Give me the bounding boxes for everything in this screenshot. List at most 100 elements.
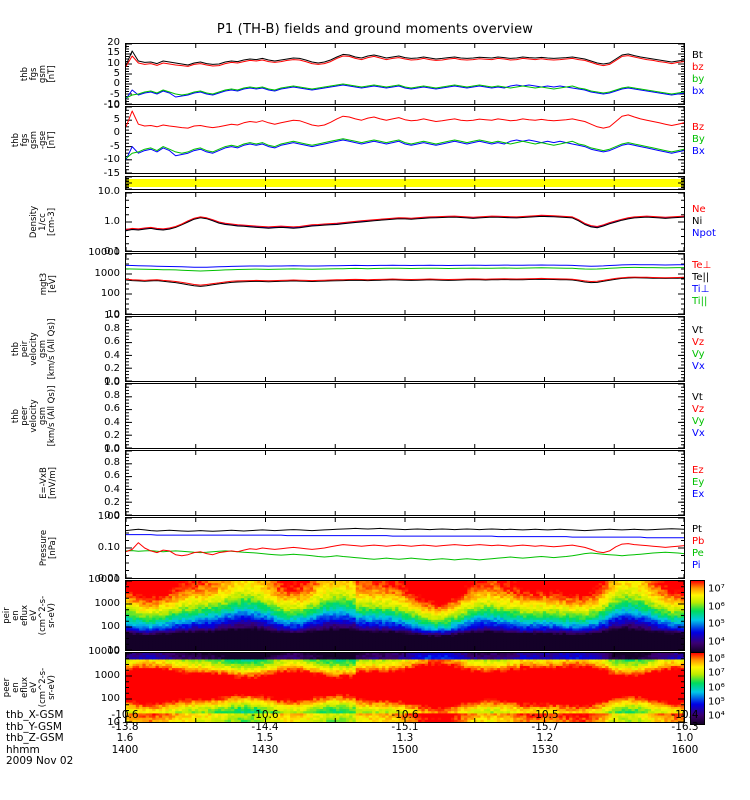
legend-item[interactable]: Ti|| [692,296,708,307]
page-title: P1 (TH-B) fields and ground moments over… [216,22,534,37]
legend-item[interactable]: Vt [692,392,703,403]
xaxis-value-x-gsm: -10.6 [391,709,419,721]
ytick-label: 0.6 [104,403,120,415]
ytick-label: 0.4 [104,416,120,428]
legend-item[interactable]: Vx [692,428,705,439]
xaxis-value-y-gsm: -15.7 [531,720,559,733]
ytick-label: 10.0 [97,186,120,197]
ytick-label: 0.6 [104,336,120,348]
xaxis-value-z-gsm: 1.3 [396,732,414,744]
xaxis-row-labels: thb_X-GSM thb_Y-GSM thb_Z-GSM hhmm 2009 Nov … [6,709,73,768]
panel-state-bar[interactable] [125,176,685,190]
ytick-label: 0.10 [97,542,120,553]
colorbar-tick-label: 10⁵ [708,618,725,630]
panel-efield[interactable] [125,450,685,516]
legend-item[interactable]: by [692,74,705,85]
ytick-label: 0.4 [104,349,120,361]
legend-item[interactable]: Vz [692,337,705,348]
panel-pressure[interactable] [125,517,685,579]
ytick-label: 5 [113,68,120,79]
xaxis-value-y-gsm: -16.3 [671,720,699,733]
xaxis-column: -10.6 -15.1 1.3 1500 [365,709,445,756]
legend-item[interactable]: Vt [692,325,703,336]
panel-density[interactable] [125,192,685,252]
ytick-label: 0.1 [104,246,120,257]
ytick-label: -15 [103,168,120,179]
axis-label-line: [nT] [47,131,57,149]
panel-temperature[interactable] [125,253,685,315]
legend-item[interactable]: Vy [692,349,705,360]
legend-item[interactable]: Pt [692,524,702,535]
ytick-label: 0.8 [104,457,120,469]
ytick-label: 10000 [88,646,120,657]
xaxis-value-x-gsm: -10.4 [671,709,699,721]
legend-temperature: Te⊥ Te|| Ti⊥ Ti|| [692,260,711,308]
legend-item[interactable]: Pb [692,536,705,547]
ytick-labels-fgs-gse: 10 5 0 -5 -10 -15 [60,101,120,179]
ytick-label: -5 [110,88,120,100]
legend-item[interactable]: bx [692,86,705,97]
panel-peir-spectrogram[interactable] [125,580,685,651]
legend-item[interactable]: Pe [692,548,704,559]
ytick-label: 0.4 [104,483,120,495]
panel-peir-velocity[interactable] [125,316,685,382]
ytick-label: 1000 [94,669,120,681]
legend-item[interactable]: Vy [692,416,705,427]
ytick-label: 10 [107,100,120,111]
ytick-labels-pressure: 1.00 0.10 0.01 [60,512,120,584]
legend-peer-velocity: Vt Vz Vy Vx [692,392,705,440]
peer-colorbar [690,652,705,725]
ytick-label: 5 [113,113,120,125]
legend-item[interactable]: Pi [692,560,701,571]
legend-item[interactable]: Te|| [692,272,710,283]
legend-item[interactable]: Ti⊥ [692,284,710,295]
legend-item[interactable]: Ey [692,477,705,488]
legend-item[interactable]: Bz [692,122,705,133]
ytick-label: 100 [100,288,120,300]
panel-peer-spectrogram[interactable] [125,652,685,723]
panel-peer-velocity[interactable] [125,383,685,449]
ytick-label: -10 [103,154,120,166]
legend-item[interactable]: Ex [692,489,705,500]
legend-item[interactable]: Bx [692,146,705,157]
legend-item[interactable]: Npot [692,228,716,239]
ytick-label: 0.8 [104,323,120,335]
xaxis-value-z-gsm: 1.6 [116,732,134,744]
xaxis-row-label: thb_Z-GSM [6,732,64,744]
ytick-label: 100 [100,621,120,633]
xaxis-value-hhmm: 1430 [251,743,279,756]
panel-fgs-gse[interactable] [125,106,685,174]
xaxis-row-label: thb_X-GSM [6,709,64,721]
axis-label-peir-spectrogram: thb peir en eflux eV (cm^2-s-sr-eV) [0,580,57,651]
xaxis-value-x-gsm: -10.6 [111,709,139,721]
colorbar-tick-label: 10⁷ [708,583,725,595]
xaxis-column: -10.5 -15.7 1.2 1530 [505,709,585,756]
axis-label-line: [km/s (All Qs)] [47,318,57,380]
ytick-label: 0.0 [104,376,120,387]
legend-item[interactable]: bz [692,62,704,73]
xaxis-row-label: thb_Y-GSM [6,720,62,733]
xaxis-row-label: hhmm [6,743,40,756]
colorbar-tick-label: 10⁷ [708,667,725,679]
ytick-label: 10 [107,309,120,320]
ytick-label: 10000 [88,574,120,585]
xaxis-value-hhmm: 1500 [391,743,419,756]
ytick-label: 0.6 [104,470,120,482]
panel-fgs-gsm[interactable] [125,43,685,105]
legend-item[interactable]: Bt [692,50,703,61]
xaxis-value-x-gsm: -10.5 [531,709,559,721]
axis-label-fgs-gsm: thb fgs gsm [nT] [20,43,57,105]
axis-label-density: Density 1/cc [cm-3] [29,192,58,252]
legend-item[interactable]: Ni [692,216,703,227]
legend-item[interactable]: By [692,134,705,145]
axis-label-line: [cm-3] [47,207,58,237]
ytick-labels-temperature: 10000 1000 100 10 [60,248,120,320]
legend-item[interactable]: Vz [692,404,705,415]
ytick-labels-density: 10.0 1.0 0.1 [60,187,120,257]
ytick-label: 0.2 [104,429,120,441]
colorbar-tick-label: 10⁴ [708,710,725,722]
legend-item[interactable]: Ne [692,204,706,215]
legend-item[interactable]: Vx [692,361,705,372]
legend-item[interactable]: Ez [692,465,704,476]
legend-item[interactable]: Te⊥ [692,260,712,271]
